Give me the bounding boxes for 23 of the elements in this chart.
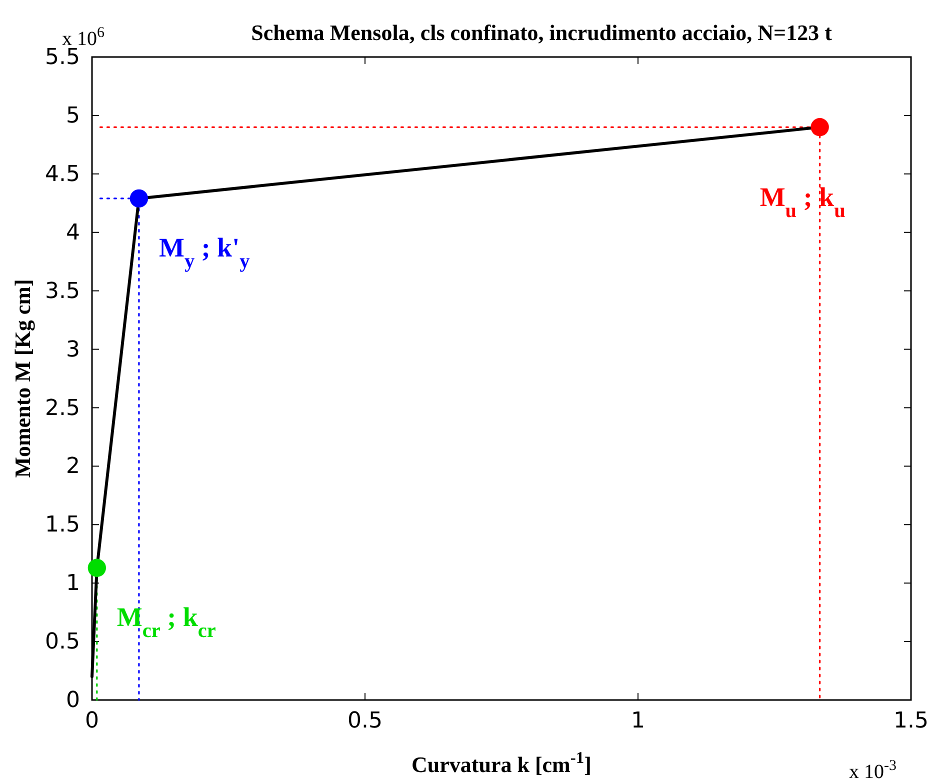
annotation: M$_{u}$ ; k$_{u}$ [760, 182, 846, 222]
annotation: M$_{cr}$ ; k$_{cr}$ [116, 602, 216, 642]
y-tick-label: 2.5 [45, 396, 80, 421]
y-tick-label: 5.5 [45, 45, 80, 70]
y-axis-title: Momento M [Kg cm] [10, 279, 35, 478]
x-tick-label: 1 [631, 708, 645, 734]
y-tick-label: 2 [66, 454, 80, 480]
x-tick-label: 0.5 [348, 708, 382, 734]
y-tick-label: 0.5 [45, 630, 80, 655]
chart-title: Schema Mensola, cls confinato, incrudimento acciaio, N=123 t [251, 20, 833, 45]
y-tick-label: 1.5 [45, 512, 80, 538]
y-tick-label: 1 [66, 571, 80, 596]
y-tick-label: 3.5 [45, 278, 80, 304]
x-tick-label: 1.5 [894, 708, 928, 734]
y-tick-label: 3 [66, 337, 80, 362]
text: x 10$^{-3}$ [849, 758, 896, 782]
y-tick-label: 4.5 [45, 162, 80, 187]
x-axis-title: Curvatura k [cm$^{-1}$] [412, 748, 592, 777]
x-tick-label: 0 [85, 708, 99, 734]
annotation: M$_{y}$ ; k'$_{y}$ [158, 232, 250, 272]
y-tick-label: 0 [66, 688, 80, 714]
y-tick-label: 5 [66, 103, 80, 128]
y-tick-label: 4 [66, 220, 80, 246]
